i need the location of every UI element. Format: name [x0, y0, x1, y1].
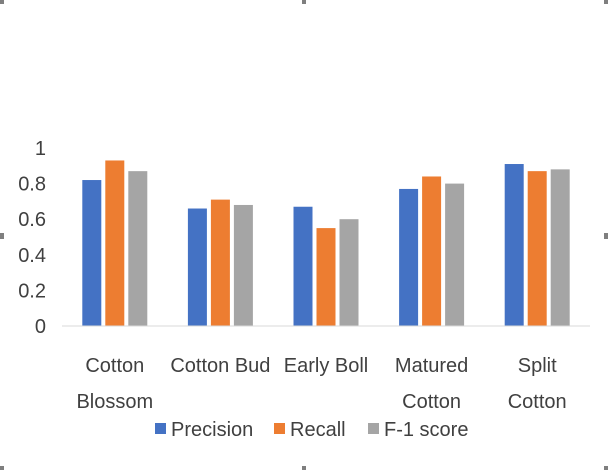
- frame-handle: [0, 0, 4, 4]
- x-tick-label: Cotton: [85, 355, 144, 377]
- legend-item: Recall: [274, 419, 346, 441]
- bar-recall-4: [527, 171, 547, 326]
- bar-f-1-score-1: [233, 204, 253, 326]
- x-tick-label: Matured: [395, 355, 468, 377]
- bar-recall-1: [210, 199, 230, 326]
- x-tick-label: Cotton: [508, 391, 567, 413]
- bar-f-1-score-3: [445, 183, 465, 326]
- legend-swatch: [274, 423, 285, 434]
- frame-handle: [604, 466, 608, 470]
- y-tick-label: 0: [35, 316, 46, 338]
- x-tick-label: Early Boll: [284, 355, 368, 377]
- y-tick-label: 0.2: [18, 280, 46, 302]
- bar-precision-0: [82, 180, 102, 326]
- bar-recall-2: [316, 228, 336, 326]
- y-axis: 0 0.2 0.4 0.6 0.8 1: [18, 138, 46, 338]
- bar-precision-1: [187, 208, 207, 326]
- y-tick-label: 0.6: [18, 209, 46, 231]
- x-tick-label: Cotton: [402, 391, 461, 413]
- bar-f-1-score-2: [339, 219, 359, 326]
- frame-handle: [604, 233, 608, 239]
- x-tick-label: Blossom: [76, 391, 153, 413]
- bar-precision-3: [399, 188, 419, 326]
- bar-precision-2: [293, 206, 313, 326]
- legend-swatch: [155, 423, 166, 434]
- bar-precision-4: [504, 164, 524, 326]
- bar-recall-3: [422, 176, 442, 326]
- x-tick-label: Cotton Bud: [170, 355, 270, 377]
- bars: [82, 160, 570, 326]
- frame-handle: [0, 233, 4, 239]
- legend-item: Precision: [155, 419, 253, 441]
- legend-item: F-1 score: [368, 419, 468, 441]
- legend-label: Precision: [171, 419, 253, 441]
- legend-swatch: [368, 423, 379, 434]
- legend-label: Recall: [290, 419, 346, 441]
- frame-handle: [604, 0, 608, 4]
- frame-handle: [0, 466, 4, 470]
- legend: Precision Recall F-1 score: [155, 419, 468, 441]
- y-tick-label: 1: [35, 138, 46, 160]
- frame-handle: [302, 466, 306, 470]
- bar-f-1-score-4: [550, 169, 570, 326]
- bar-f-1-score-0: [128, 171, 148, 326]
- y-tick-label: 0.8: [18, 174, 46, 196]
- y-tick-label: 0.4: [18, 245, 46, 267]
- x-tick-label: Split: [518, 355, 557, 377]
- bar-recall-0: [105, 160, 125, 326]
- x-axis: Cotton Blossom Cotton Bud Early Boll Matured…: [76, 355, 566, 413]
- frame-handle: [302, 0, 306, 4]
- legend-label: F-1 score: [384, 419, 468, 441]
